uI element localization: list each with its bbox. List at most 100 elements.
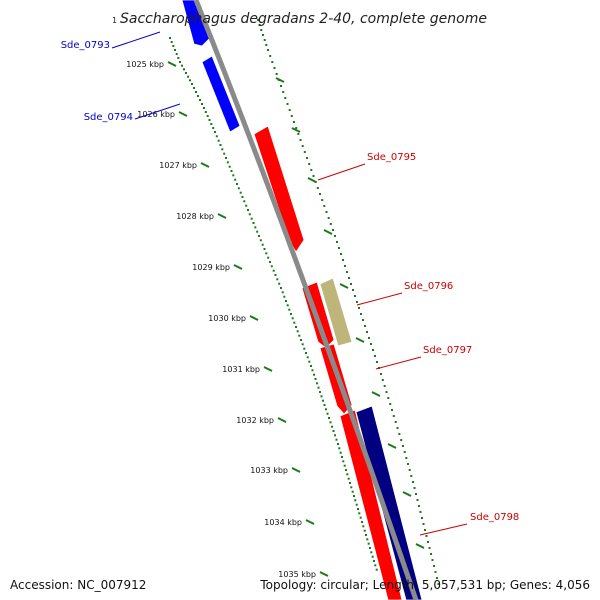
outer-ruler-dot [374, 355, 376, 357]
outer-ruler-dot [431, 559, 434, 561]
ruler-dot [343, 464, 346, 467]
gene-label-sde_0793[interactable]: Sde_0793 [61, 40, 110, 51]
ruler-dot [280, 287, 282, 289]
outer-ruler-dot [364, 325, 366, 327]
outer-ruler-dot [332, 229, 334, 231]
outer-ruler-dot [387, 397, 390, 399]
ruler-dot [305, 352, 307, 354]
ruler-dot [189, 79, 191, 82]
outer-ruler-dot [301, 145, 304, 147]
tick-label: 1031 kbp [222, 365, 260, 374]
ruler-dot [351, 490, 354, 493]
tick-label: 1027 kbp [159, 161, 197, 170]
ruler-dot [183, 68, 185, 71]
outer-ruler-dot [383, 385, 386, 387]
gene-feature-sde_0793[interactable] [181, 0, 211, 47]
ruler-dot [230, 170, 233, 172]
outer-ruler-dot [419, 511, 422, 513]
outer-ruler-dot [350, 283, 352, 285]
ruler-dot [226, 161, 229, 164]
ruler-dot [337, 443, 339, 445]
gene-leader-line [356, 292, 403, 306]
outer-ruler-dot [316, 187, 319, 189]
ruler-dot [204, 111, 207, 113]
outer-ruler-dot [288, 109, 291, 111]
outer-ruler-dot [368, 337, 370, 339]
tick-labels: 1025 kbp 1026 kbp 1027 kbp 1028 kbp 1029 kbp… [126, 60, 316, 579]
ruler-dot [269, 261, 271, 263]
genome-backbone [193, 0, 419, 600]
outer-ruler-dot [262, 34, 264, 36]
ruler-dot [314, 378, 317, 380]
outer-ruler-dot [366, 331, 368, 333]
gene-feature-sde_0794[interactable] [201, 55, 241, 133]
ruler-dot [179, 61, 181, 63]
ruler-dot [328, 417, 330, 419]
outer-ruler-dot [427, 541, 429, 543]
outer-ruler-dot [436, 577, 438, 579]
ruler-dot [191, 83, 193, 85]
ruler-dot [259, 239, 262, 242]
ruler-dot [317, 386, 320, 389]
ruler-major-tick [178, 111, 188, 117]
gene-feature-sde_0795[interactable] [253, 125, 305, 253]
gene-label-sde_0795[interactable]: Sde_0795 [367, 152, 416, 163]
ruler-dot [290, 313, 292, 315]
tick-label: 1035 kbp [278, 570, 316, 579]
ruler-dot [170, 41, 173, 43]
ruler-dot [319, 391, 321, 393]
outer-major-tick [291, 127, 301, 133]
outer-ruler-dot [271, 61, 274, 63]
outer-ruler-dot [312, 175, 315, 177]
ruler-dot [258, 235, 260, 237]
outer-ruler-dot [334, 235, 336, 237]
ruler-dot [225, 157, 227, 159]
ruler-dot [306, 356, 309, 359]
tick-label: 1029 kbp [192, 263, 230, 272]
outer-ruler-dot [428, 547, 431, 549]
ruler-dot [332, 430, 335, 432]
tick-label: 1033 kbp [250, 466, 288, 475]
outer-ruler-dot [372, 349, 374, 351]
ruler-dot [346, 473, 349, 476]
ruler-dot [214, 131, 216, 133]
gene-feature-sde_0798[interactable] [355, 405, 423, 600]
ruler-dot [296, 330, 299, 333]
ruler-dot [358, 512, 361, 515]
outer-ruler-dot [338, 247, 340, 249]
ruler-dot [247, 209, 249, 211]
outer-ruler-dot [380, 373, 382, 375]
ruler-dot [329, 421, 332, 424]
outer-ruler-dot [389, 403, 392, 405]
outer-ruler-dot [258, 24, 261, 26]
outer-major-tick [339, 283, 349, 289]
outer-ruler-dot [297, 133, 300, 135]
tick-label: 1026 kbp [137, 110, 175, 119]
ruler-dot [353, 495, 355, 497]
gene-label-sde_0796[interactable]: Sde_0796 [404, 281, 453, 292]
ruler-dot [237, 187, 240, 190]
outer-ruler-dot [269, 55, 272, 57]
gene-label-sde_0798[interactable]: Sde_0798 [470, 512, 519, 523]
outer-ruler-dot [352, 289, 354, 291]
outer-ruler-dot [413, 487, 416, 489]
ruler-dot [320, 395, 323, 398]
gene-label-sde_0794[interactable]: Sde_0794 [84, 112, 133, 123]
gene-label-sde_0797[interactable]: Sde_0797 [423, 345, 472, 356]
ruler-dot [263, 248, 266, 250]
outer-ruler-dot [356, 301, 358, 303]
outer-major-tick [387, 443, 397, 449]
ruler-dot [334, 434, 336, 437]
ruler-dot [301, 343, 304, 346]
outer-ruler-dot [410, 475, 413, 477]
outer-ruler-dot [260, 29, 263, 31]
ruler-major-tick [319, 571, 329, 577]
ruler-dot [367, 542, 370, 545]
outer-ruler-dot [340, 253, 342, 255]
ruler-dot [375, 568, 378, 571]
outer-ruler-dot [303, 151, 306, 153]
gene-feature-sde_0796[interactable] [319, 277, 353, 347]
ruler-dot [359, 516, 362, 519]
ruler-dot [267, 256, 270, 259]
